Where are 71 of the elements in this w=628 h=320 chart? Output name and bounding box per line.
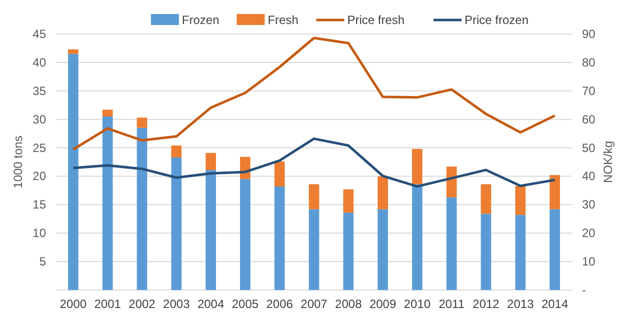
y-tick-label: 35 — [32, 84, 46, 98]
y2-tick-label: 80 — [582, 55, 596, 70]
bar — [515, 186, 526, 215]
legend-label: Price fresh — [347, 13, 405, 27]
y2-tick-label: 40 — [582, 169, 596, 184]
x-tick-label: 2011 — [438, 297, 465, 311]
bar — [240, 179, 250, 290]
legend-label: Price frozen — [464, 13, 529, 27]
bar — [412, 148, 422, 184]
x-tick-label: 2012 — [472, 297, 500, 311]
line-series — [72, 137, 556, 188]
y2-tick-label: 30 — [582, 198, 596, 212]
x-tick-label: 2000 — [60, 297, 87, 311]
bar — [102, 116, 113, 290]
y2-tick-label: 50 — [582, 140, 596, 155]
x-tick-label: 2009 — [369, 297, 396, 311]
x-tick-label: 2008 — [335, 297, 362, 311]
bar — [68, 54, 78, 290]
x-tick-label: 2002 — [128, 297, 156, 311]
y2-axis-title: NOK/kg — [601, 140, 615, 184]
x-tick-label: 2001 — [94, 297, 122, 311]
bar — [171, 157, 182, 290]
bar — [308, 209, 320, 290]
bar — [550, 209, 560, 290]
y-tick-label: 25 — [32, 140, 46, 155]
bar — [378, 176, 388, 210]
bar — [550, 175, 560, 210]
bar — [343, 212, 354, 290]
x-tick-label: 2013 — [507, 297, 534, 311]
bar — [308, 184, 320, 210]
bar — [136, 118, 148, 128]
x-tick-label: 2006 — [266, 297, 294, 311]
x-tick-label: 2004 — [197, 297, 224, 311]
y2-tick-label: - — [582, 283, 586, 297]
bar — [171, 146, 182, 158]
x-tick-label: 2007 — [300, 297, 328, 311]
y2-tick-label: 70 — [582, 84, 596, 98]
bar — [378, 209, 388, 290]
bar — [412, 184, 422, 290]
y-tick-label: 5 — [39, 254, 46, 269]
y2-tick-label: 90 — [582, 27, 596, 41]
bar — [480, 184, 492, 214]
x-tick-label: 2005 — [232, 297, 259, 311]
y-tick-label: 30 — [32, 112, 46, 126]
y2-tick-label: 20 — [582, 226, 596, 240]
y2-tick-label: 10 — [582, 254, 596, 269]
bar — [68, 49, 78, 54]
y-axis-title: 1000 tons — [11, 136, 25, 188]
bar — [446, 166, 457, 198]
x-tick-label: 2014 — [541, 297, 568, 311]
bar — [480, 214, 492, 290]
bar — [102, 110, 113, 116]
bar — [136, 128, 148, 290]
x-tick-label: 2010 — [404, 297, 431, 311]
y-tick-label: 20 — [32, 169, 46, 184]
bar — [206, 152, 216, 170]
y-tick-label: 45 — [32, 27, 46, 41]
y2-tick-label: 60 — [582, 112, 596, 126]
y-tick-label: 10 — [32, 226, 46, 240]
y-tick-label: 40 — [32, 55, 46, 70]
bar — [206, 170, 216, 290]
legend-label: Fresh — [268, 13, 298, 27]
line-series — [72, 36, 556, 151]
bar — [274, 161, 285, 186]
bar — [343, 189, 354, 213]
x-tick-label: 2003 — [163, 297, 190, 311]
bar — [515, 214, 526, 290]
legend-label: Frozen — [182, 13, 220, 27]
bar — [274, 186, 285, 290]
y-tick-label: 15 — [32, 198, 46, 212]
bar — [446, 197, 457, 290]
